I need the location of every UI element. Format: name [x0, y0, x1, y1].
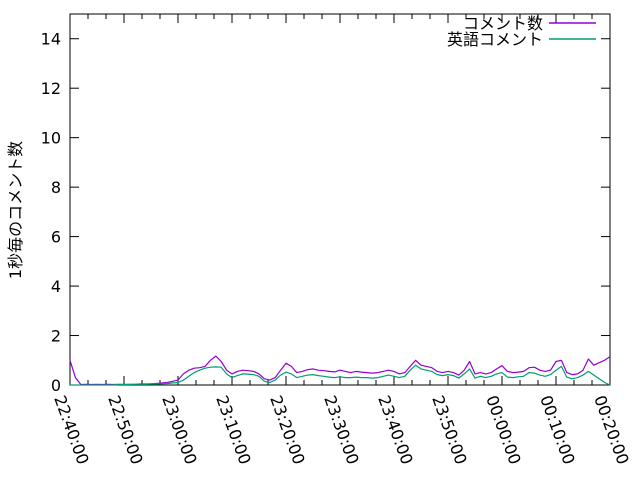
- x-tick-label: 22:50:00: [104, 393, 146, 467]
- plot-border: [69, 13, 611, 386]
- y-axis-title: 1秒毎のコメント数: [6, 141, 25, 279]
- x-tick-label: 00:20:00: [590, 393, 632, 467]
- x-tick-label: 23:10:00: [212, 393, 254, 467]
- x-tick-label: 22:40:00: [50, 393, 92, 467]
- y-tick-label: 4: [51, 277, 61, 296]
- series-line-1: [70, 364, 611, 386]
- legend-label-english: 英語コメント: [447, 30, 543, 49]
- x-tick-label: 00:00:00: [482, 393, 524, 467]
- legend-label-comments: コメント数: [463, 14, 543, 33]
- y-tick-label: 8: [51, 178, 61, 197]
- legend: コメント数 英語コメント: [447, 14, 596, 49]
- series-lines: [69, 355, 611, 386]
- x-tick-label: 23:00:00: [158, 393, 200, 467]
- y-tick-label: 14: [41, 30, 61, 49]
- x-tick-label: 23:40:00: [374, 393, 416, 467]
- y-tick-label: 12: [41, 79, 61, 98]
- y-tick-label: 0: [51, 376, 61, 395]
- x-tick-label: 23:50:00: [428, 393, 470, 467]
- x-tick-label: 00:10:00: [536, 393, 578, 467]
- x-tick-label: 23:20:00: [266, 393, 308, 467]
- x-tick-label: 23:30:00: [320, 393, 362, 467]
- series-line-0: [69, 355, 611, 386]
- axes: 22:40:00 22:50:00 23:00:00 23:10:00 23:20:00…: [41, 14, 633, 467]
- y-tick-label: 10: [41, 129, 61, 148]
- y-tick-label: 6: [51, 228, 61, 247]
- y-tick-label: 2: [51, 327, 61, 346]
